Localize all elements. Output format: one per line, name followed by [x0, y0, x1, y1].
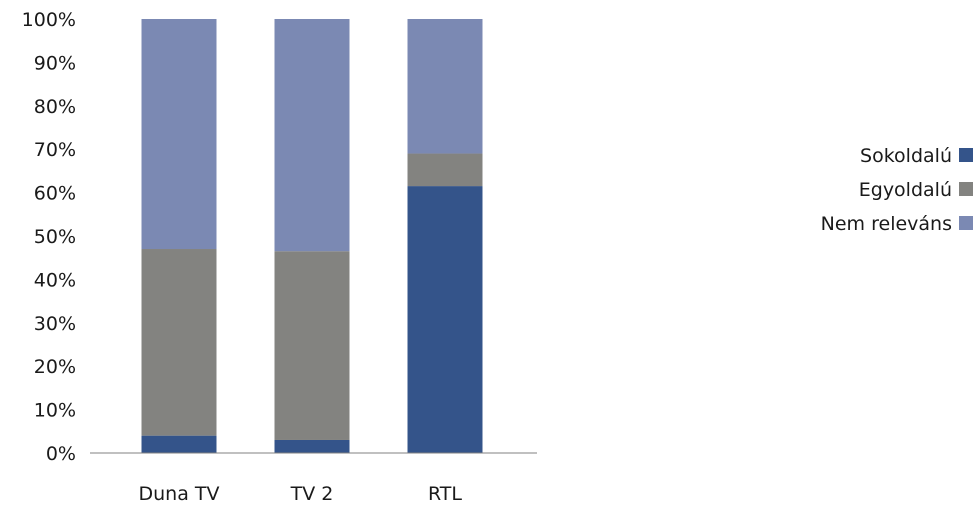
- bar-segment-1-3: [407, 186, 483, 453]
- legend-swatch: [959, 216, 973, 230]
- y-tick-label: 0%: [46, 443, 76, 465]
- y-tick-label: 70%: [34, 139, 76, 161]
- legend-label: Egyoldalú: [859, 179, 952, 201]
- bar-segment-2-2: [274, 251, 350, 440]
- legend-swatch: [959, 148, 973, 162]
- bar-segment-1-1: [141, 435, 217, 453]
- y-tick-label: 90%: [34, 52, 76, 74]
- x-tick-label: Duna TV: [138, 483, 219, 505]
- legend: Sokoldalú Egyoldalú Nem releváns: [821, 145, 973, 235]
- legend-label: Sokoldalú: [860, 145, 952, 167]
- bar-segment-1-2: [274, 439, 350, 453]
- y-tick-label: 80%: [34, 96, 76, 118]
- legend-swatch: [959, 182, 973, 196]
- bar-segment-2-3: [407, 153, 483, 187]
- y-tick-label: 20%: [34, 356, 76, 378]
- bar-segment-3-3: [407, 19, 483, 154]
- y-tick-label: 30%: [34, 313, 76, 335]
- bar-segment-2-1: [141, 249, 217, 436]
- y-tick-label: 40%: [34, 269, 76, 291]
- x-tick-label: TV 2: [290, 483, 334, 505]
- bars-group: [141, 19, 483, 453]
- y-axis-ticks: 0% 10% 20% 30% 40% 50% 60% 70% 80% 90% 100%: [22, 9, 76, 465]
- bar-segment-3-1: [141, 19, 217, 250]
- y-tick-label: 10%: [34, 400, 76, 422]
- y-tick-label: 50%: [34, 226, 76, 248]
- y-tick-label: 100%: [22, 9, 76, 31]
- x-tick-label: RTL: [428, 483, 462, 505]
- y-tick-label: 60%: [34, 183, 76, 205]
- legend-label: Nem releváns: [821, 213, 952, 235]
- bar-segment-3-2: [274, 19, 350, 252]
- x-axis-ticks: Duna TV TV 2 RTL: [138, 483, 462, 505]
